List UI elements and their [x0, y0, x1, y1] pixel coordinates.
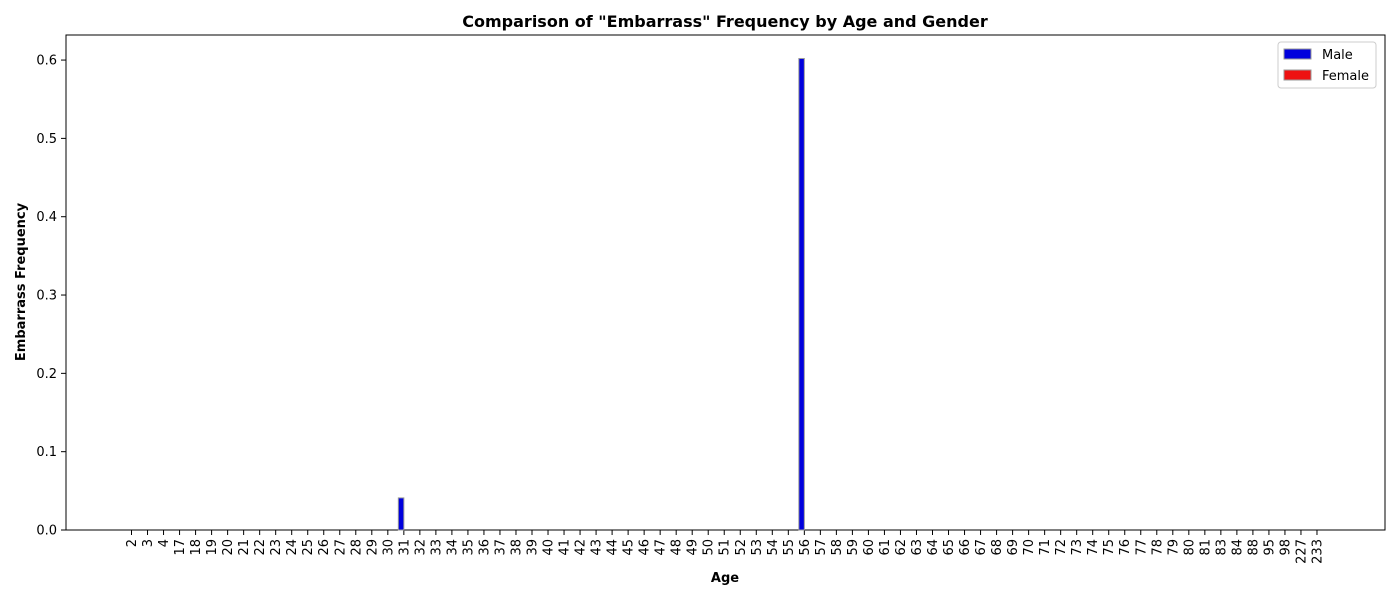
x-tick-label: 47	[654, 539, 669, 556]
x-tick-label: 25	[301, 539, 316, 556]
x-tick-label: 57	[814, 539, 829, 556]
x-tick-label: 38	[509, 539, 524, 556]
x-tick-label: 84	[1230, 539, 1245, 556]
x-tick-label: 24	[285, 539, 300, 556]
x-tick-label: 95	[1262, 539, 1277, 556]
bars	[397, 57, 805, 531]
x-tick-label: 65	[942, 539, 957, 556]
legend-label-female: Female	[1322, 69, 1369, 84]
x-tick-label: 69	[1006, 539, 1021, 556]
y-axis-ticks: 0.0 0.1 0.2 0.3 0.4 0.5 0.6	[36, 54, 66, 539]
y-tick-label: 0.1	[36, 445, 57, 460]
x-tick-label: 22	[253, 539, 268, 556]
x-tick-label: 31	[397, 539, 412, 556]
x-tick-label: 33	[429, 539, 444, 556]
x-tick-label: 36	[477, 539, 492, 556]
legend: Male Female	[1277, 41, 1377, 89]
x-tick-label: 60	[862, 539, 877, 556]
x-tick-label: 35	[461, 539, 476, 556]
plot-area	[65, 34, 1386, 531]
x-tick-label: 54	[766, 539, 781, 556]
x-axis-label: Age	[711, 571, 739, 586]
legend-swatch-female	[1283, 69, 1312, 81]
x-tick-label: 34	[445, 539, 460, 556]
x-tick-label: 27	[333, 539, 348, 556]
x-tick-label: 23	[269, 539, 284, 556]
x-tick-label: 44	[606, 539, 621, 556]
x-tick-label: 21	[237, 539, 252, 556]
y-tick-label: 0.5	[36, 132, 57, 147]
x-tick-label: 88	[1246, 539, 1261, 556]
x-tick-label: 52	[734, 539, 749, 556]
x-tick-label: 76	[1118, 539, 1133, 556]
x-tick-label: 46	[638, 539, 653, 556]
x-tick-label: 66	[958, 539, 973, 556]
x-tick-label: 19	[205, 539, 220, 556]
x-tick-label: 59	[846, 539, 861, 556]
x-tick-label: 63	[910, 539, 925, 556]
x-tick-label: 17	[173, 539, 188, 556]
x-tick-label: 67	[974, 539, 989, 556]
x-tick-label: 61	[878, 539, 893, 556]
y-tick-label: 0.2	[36, 367, 57, 382]
x-tick-label: 29	[365, 539, 380, 556]
x-tick-label: 68	[990, 539, 1005, 556]
x-tick-label: 72	[1054, 539, 1069, 556]
x-tick-label: 71	[1038, 539, 1053, 556]
x-tick-label: 53	[750, 539, 765, 556]
bar-male	[798, 57, 805, 531]
chart-title: Comparison of "Embarrass" Frequency by A…	[462, 12, 988, 31]
y-tick-label: 0.6	[36, 54, 57, 69]
x-tick-label: 70	[1022, 539, 1037, 556]
x-tick-label: 77	[1134, 539, 1149, 556]
x-tick-label: 74	[1086, 539, 1101, 556]
x-tick-label: 2	[125, 539, 140, 547]
x-tick-label: 79	[1166, 539, 1181, 556]
plot-frame	[65, 34, 1386, 531]
x-tick-label: 37	[493, 539, 508, 556]
legend-label-male: Male	[1322, 48, 1353, 63]
x-tick-label: 56	[798, 539, 813, 556]
x-axis-ticks: 2 3 4 17 18 19 20 21 22 23 24 25 26 27 28 29 30 31 32 33 34 3…	[125, 530, 1325, 564]
x-tick-label: 3	[141, 539, 156, 547]
x-tick-label: 64	[926, 539, 941, 556]
x-tick-label: 62	[894, 539, 909, 556]
x-tick-label: 41	[558, 539, 573, 556]
x-tick-label: 50	[702, 539, 717, 556]
x-tick-label: 49	[686, 539, 701, 556]
y-axis-label: Embarrass Frequency	[14, 202, 29, 361]
x-tick-label: 81	[1198, 539, 1213, 556]
x-tick-label: 42	[574, 539, 589, 556]
x-tick-label: 26	[317, 539, 332, 556]
x-tick-label: 98	[1278, 539, 1293, 556]
y-tick-label: 0.4	[36, 210, 57, 225]
x-tick-label: 73	[1070, 539, 1085, 556]
x-tick-label: 4	[157, 539, 172, 547]
legend-swatch-male	[1283, 48, 1312, 60]
y-tick-label: 0.3	[36, 289, 57, 304]
x-tick-label: 75	[1102, 539, 1117, 556]
x-tick-label: 227	[1294, 539, 1309, 564]
x-tick-label: 51	[718, 539, 733, 556]
x-tick-label: 45	[622, 539, 637, 556]
x-tick-label: 18	[189, 539, 204, 556]
y-tick-label: 0.0	[36, 524, 57, 539]
bar-male	[397, 497, 405, 531]
x-tick-label: 80	[1182, 539, 1197, 556]
x-tick-label: 78	[1150, 539, 1165, 556]
x-tick-label: 39	[526, 539, 541, 556]
x-tick-label: 83	[1214, 539, 1229, 556]
x-tick-label: 233	[1310, 539, 1325, 564]
x-tick-label: 48	[670, 539, 685, 556]
x-tick-label: 28	[349, 539, 364, 556]
x-tick-label: 32	[413, 539, 428, 556]
x-tick-label: 20	[221, 539, 236, 556]
x-tick-label: 55	[782, 539, 797, 556]
x-tick-label: 58	[830, 539, 845, 556]
x-tick-label: 43	[590, 539, 605, 556]
x-tick-label: 30	[381, 539, 396, 556]
x-tick-label: 40	[542, 539, 557, 556]
